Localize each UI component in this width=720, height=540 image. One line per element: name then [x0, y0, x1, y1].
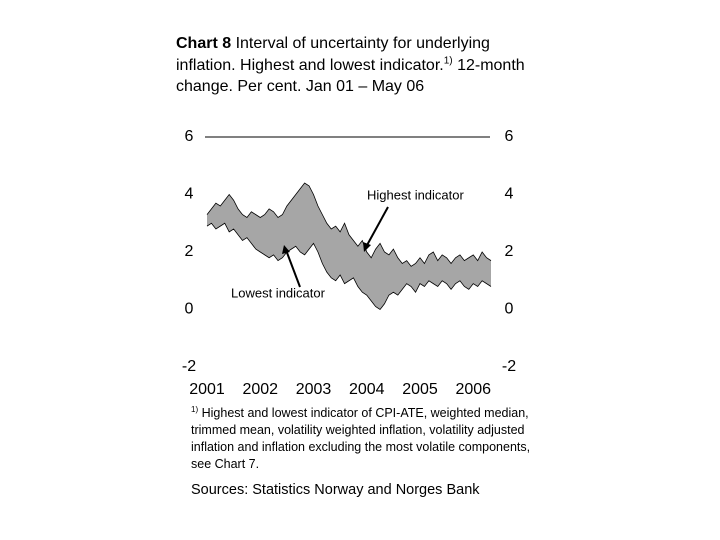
- y2-tick-label: 0: [505, 301, 514, 318]
- annotation: Lowest indicator: [231, 285, 326, 300]
- y-tick-label: 4: [185, 186, 194, 203]
- x-tick-label: 2002: [242, 381, 278, 398]
- x-tick-label: 2001: [189, 381, 225, 398]
- y-tick-label: -2: [182, 358, 196, 375]
- x-tick-label: 2005: [402, 381, 438, 398]
- y2-tick-label: 2: [505, 243, 514, 260]
- x-tick-label: 2006: [455, 381, 491, 398]
- footnote-ref: 1): [191, 404, 199, 414]
- series-edge: [206, 182, 492, 267]
- series-edge: [206, 222, 492, 311]
- y2-tick-label: 4: [505, 186, 514, 203]
- chart-title: Chart 8 Interval of uncertainty for unde…: [176, 33, 536, 98]
- footnote-text: Highest and lowest indicator of CPI-ATE,…: [191, 406, 531, 471]
- chart-number: Chart 8: [176, 35, 232, 52]
- sources: Sources: Statistics Norway and Norges Ba…: [191, 482, 480, 498]
- annotation: Highest indicator: [367, 187, 464, 202]
- uncertainty-band: [207, 183, 491, 310]
- arrow-head: [363, 242, 371, 252]
- subtitle: 12-month change. Per cent. Jan 01 – May …: [176, 56, 525, 96]
- x-tick-label: 2004: [349, 381, 385, 398]
- x-tick-label: 2003: [296, 381, 332, 398]
- annotation-arrow: [285, 249, 301, 288]
- annotation-arrow: [365, 206, 389, 248]
- y-tick-label: 6: [185, 128, 194, 145]
- y2-tick-label: -2: [502, 358, 516, 375]
- footnote: 1) Highest and lowest indicator of CPI-A…: [191, 405, 531, 473]
- y2-tick-label: 6: [505, 128, 514, 145]
- annotation-bg: [229, 285, 333, 303]
- footnote-ref: 1): [443, 55, 453, 67]
- annotation-bg: [364, 187, 474, 205]
- y-tick-label: 0: [185, 301, 194, 318]
- y-tick-label: 2: [185, 243, 194, 260]
- title-text: Interval of uncertainty for underlying i…: [176, 35, 490, 74]
- arrow-head: [282, 245, 290, 254]
